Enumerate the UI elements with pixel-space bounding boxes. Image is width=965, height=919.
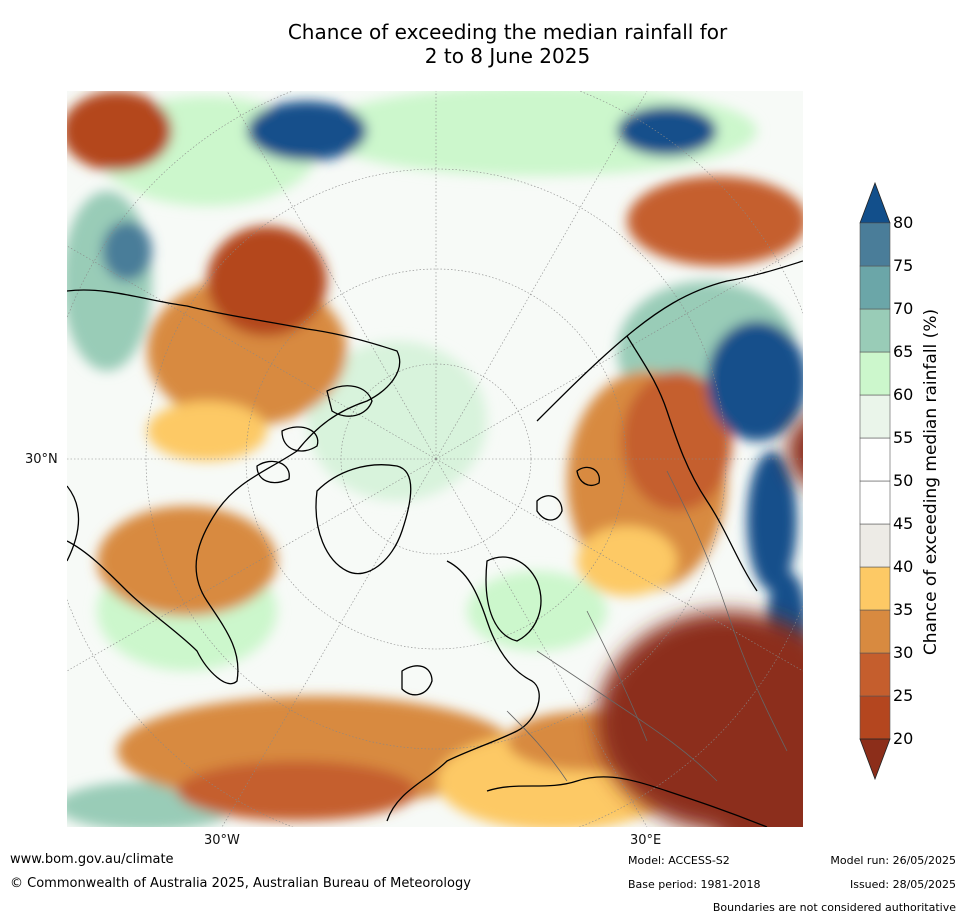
colorbar-segment: [859, 222, 891, 267]
field-patch: [787, 419, 803, 483]
field-patch: [707, 761, 803, 827]
colorbar-segment: [859, 394, 891, 439]
field-patch: [97, 506, 277, 616]
coastline-europe: [386, 560, 540, 822]
field-patch: [467, 571, 607, 651]
coastline-greenland: [315, 464, 412, 575]
coastline-island: [576, 466, 600, 486]
colorbar-tick-label: 40: [893, 557, 914, 576]
coastline-island: [536, 495, 563, 521]
colorbar-segment: [859, 695, 891, 740]
colorbar-tick-label: 80: [893, 213, 914, 232]
colorbar-tick-label: 25: [893, 686, 914, 705]
colorbar-segment: [859, 308, 891, 353]
coastline-island: [326, 385, 373, 417]
field-patch: [577, 526, 677, 596]
colorbar-tick-label: 65: [893, 342, 914, 361]
dry-core-field: [597, 419, 803, 827]
field-patch: [207, 226, 327, 336]
colorbar-tick-label: 35: [893, 600, 914, 619]
colorbar-segment: [859, 609, 891, 654]
field-patch: [177, 761, 417, 821]
colorbar-segment: [859, 351, 891, 396]
meridian-line: [435, 458, 648, 827]
lon-label-30w: 30°W: [204, 833, 240, 848]
coastline-alaska: [67, 485, 80, 562]
colorbar-segment: [859, 265, 891, 310]
colorbar-tick-label: 20: [893, 729, 914, 748]
meridian-line: [435, 458, 803, 672]
coastline-north-america: [67, 289, 401, 685]
coastline-mediterranean: [486, 776, 768, 827]
map-svg: [67, 91, 803, 827]
lat-label-30n: 30°N: [25, 452, 58, 467]
coastline-british-isles: [401, 665, 433, 696]
border-line: [536, 650, 718, 782]
field-patch: [627, 176, 803, 266]
footer-model-run: Model run: 26/05/2025: [830, 854, 956, 867]
colorbar-segment: [859, 652, 891, 697]
colorbar-tick-label: 70: [893, 299, 914, 318]
footer-copyright: © Commonwealth of Australia 2025, Austra…: [10, 876, 471, 891]
coastline-asia-north: [536, 260, 803, 422]
coastline-island: [256, 460, 290, 484]
colorbar-segment: [859, 437, 891, 482]
coastline-asia-east: [626, 335, 758, 592]
field-patch: [307, 341, 487, 501]
footer-base-period: Base period: 1981-2018: [628, 878, 761, 891]
colorbar-tick-label: 45: [893, 514, 914, 533]
colorbar-over-arrow: [859, 181, 891, 224]
border-line: [666, 470, 788, 752]
colorbar-under-arrow: [859, 738, 891, 781]
meridian-line: [67, 245, 437, 460]
chart-title: Chance of exceeding the median rainfall …: [0, 20, 965, 68]
title-line-2: 2 to 8 June 2025: [424, 44, 591, 68]
colorbar-tick-label: 60: [893, 385, 914, 404]
meridian-line: [435, 91, 648, 460]
country-borders: [506, 470, 788, 782]
coastlines: [67, 260, 803, 827]
colorbar-tick-label: 50: [893, 471, 914, 490]
colorbar-title: Chance of exceeding median rainfall (%): [921, 308, 941, 656]
colorbar-tick-label: 30: [893, 643, 914, 662]
colorbar-segment: [859, 566, 891, 611]
lon-label-30e: 30°E: [630, 833, 662, 848]
probability-field: [67, 91, 803, 827]
field-patch: [747, 451, 797, 591]
colorbar: [859, 181, 891, 781]
latitude-circle: [145, 168, 727, 750]
graticule: [67, 91, 803, 827]
rainfall-probability-map: [67, 91, 803, 827]
field-patch: [67, 91, 172, 171]
field-patch: [617, 106, 717, 156]
meridian-line: [435, 245, 803, 460]
meridian-line: [221, 458, 437, 827]
field-patch: [247, 101, 367, 161]
colorbar-segment: [859, 523, 891, 568]
border-line: [506, 710, 568, 782]
colorbar-tick-label: 55: [893, 428, 914, 447]
coastline-scandinavia: [485, 556, 542, 642]
coastline-island: [281, 426, 319, 452]
border-line: [586, 610, 648, 742]
colorbar-tick-label: 75: [893, 256, 914, 275]
meridian-line: [226, 91, 437, 460]
footer-disclaimer: Boundaries are not considered authoritat…: [712, 901, 956, 914]
colorbar-segment: [859, 480, 891, 525]
meridian-line: [67, 458, 437, 672]
footer-url[interactable]: www.bom.gov.au/climate: [10, 852, 174, 867]
field-patch: [707, 321, 803, 441]
title-line-1: Chance of exceeding the median rainfall …: [287, 20, 728, 44]
footer-model: Model: ACCESS-S2: [628, 854, 730, 867]
footer-issued: Issued: 28/05/2025: [849, 878, 956, 891]
field-patch: [147, 401, 267, 461]
field-patch: [102, 221, 152, 281]
